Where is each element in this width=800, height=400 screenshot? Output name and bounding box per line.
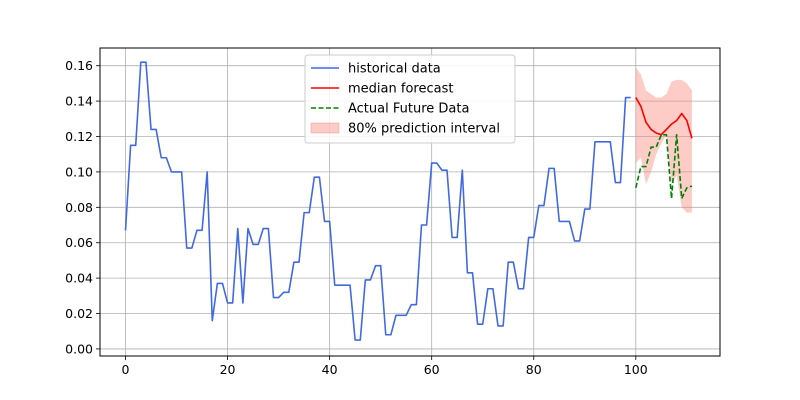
x-tick-label: 0 — [122, 362, 130, 377]
legend-label-interval: 80% prediction interval — [348, 122, 500, 137]
actual-future-data-line — [635, 133, 693, 200]
legend-label-median: median forecast — [348, 82, 453, 97]
y-tick-label: 0.02 — [65, 306, 93, 321]
y-tick-label: 0.16 — [65, 58, 93, 73]
x-axis-ticks: 0 20 40 60 80 100 — [122, 356, 648, 377]
y-tick-label: 0.08 — [65, 200, 93, 215]
x-tick-label: 40 — [322, 362, 338, 377]
plot-frame — [99, 47, 721, 357]
legend-swatch-interval — [310, 122, 340, 134]
y-tick-label: 0.10 — [65, 164, 93, 179]
legend: historical data median forecast Actual F… — [304, 54, 516, 144]
x-tick-label: 60 — [424, 362, 440, 377]
y-tick-label: 0.12 — [65, 129, 93, 144]
legend-label-historical: historical data — [348, 62, 441, 77]
y-axis-ticks: 0.00 0.02 0.04 0.06 0.08 0.10 0.12 0.14 0.16 — [65, 58, 100, 356]
x-tick-label: 20 — [220, 362, 236, 377]
legend-box — [304, 54, 516, 144]
median-forecast-line — [635, 97, 693, 139]
y-tick-label: 0.04 — [65, 271, 93, 286]
historical-data-line — [124, 61, 631, 341]
series-lines — [124, 61, 693, 341]
y-tick-label: 0.06 — [65, 235, 93, 250]
prediction-interval-area — [635, 67, 692, 213]
prediction-interval-band — [635, 67, 692, 213]
legend-label-actual: Actual Future Data — [348, 102, 469, 117]
x-tick-label: 100 — [624, 362, 648, 377]
x-tick-label: 80 — [526, 362, 542, 377]
y-tick-label: 0.00 — [65, 341, 93, 356]
y-tick-label: 0.14 — [65, 94, 93, 109]
